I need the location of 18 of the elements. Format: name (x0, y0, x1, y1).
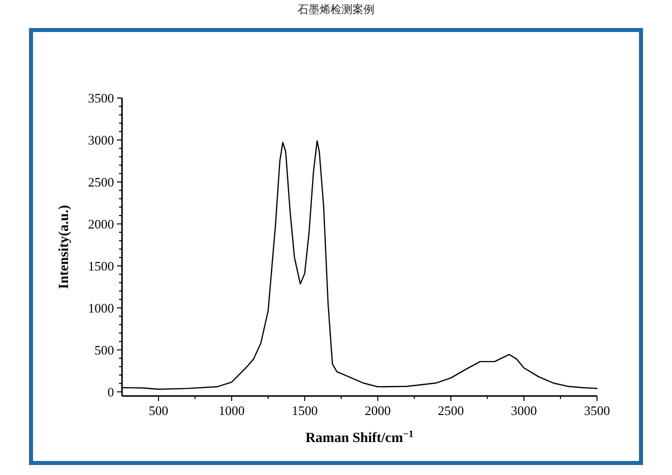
x-tick-label: 3500 (584, 403, 610, 418)
y-tick-label: 2000 (88, 216, 114, 232)
y-tick-label: 2500 (88, 174, 114, 190)
x-tick-label: 2000 (364, 403, 391, 418)
x-tick-label: 2500 (438, 403, 464, 418)
y-tick-label: 1500 (88, 258, 114, 274)
y-axis-title: Intensity(a.u.) (57, 204, 72, 290)
y-tick-label: 500 (94, 342, 114, 358)
y-tick-label: 3500 (88, 90, 114, 106)
y-tick-label: 0 (108, 384, 114, 400)
y-tick-label: 3000 (88, 132, 114, 148)
x-tick-label: 1500 (292, 403, 318, 418)
x-axis-title: Raman Shift/cm$^{−1}$ (305, 428, 414, 446)
y-tick-label: 1000 (88, 300, 114, 316)
x-tick-label: 500 (148, 403, 168, 418)
x-tick-label: 3000 (510, 403, 537, 418)
chart-title: 石墨烯检测案例 (298, 3, 374, 16)
x-tick-label: 1000 (218, 403, 245, 418)
